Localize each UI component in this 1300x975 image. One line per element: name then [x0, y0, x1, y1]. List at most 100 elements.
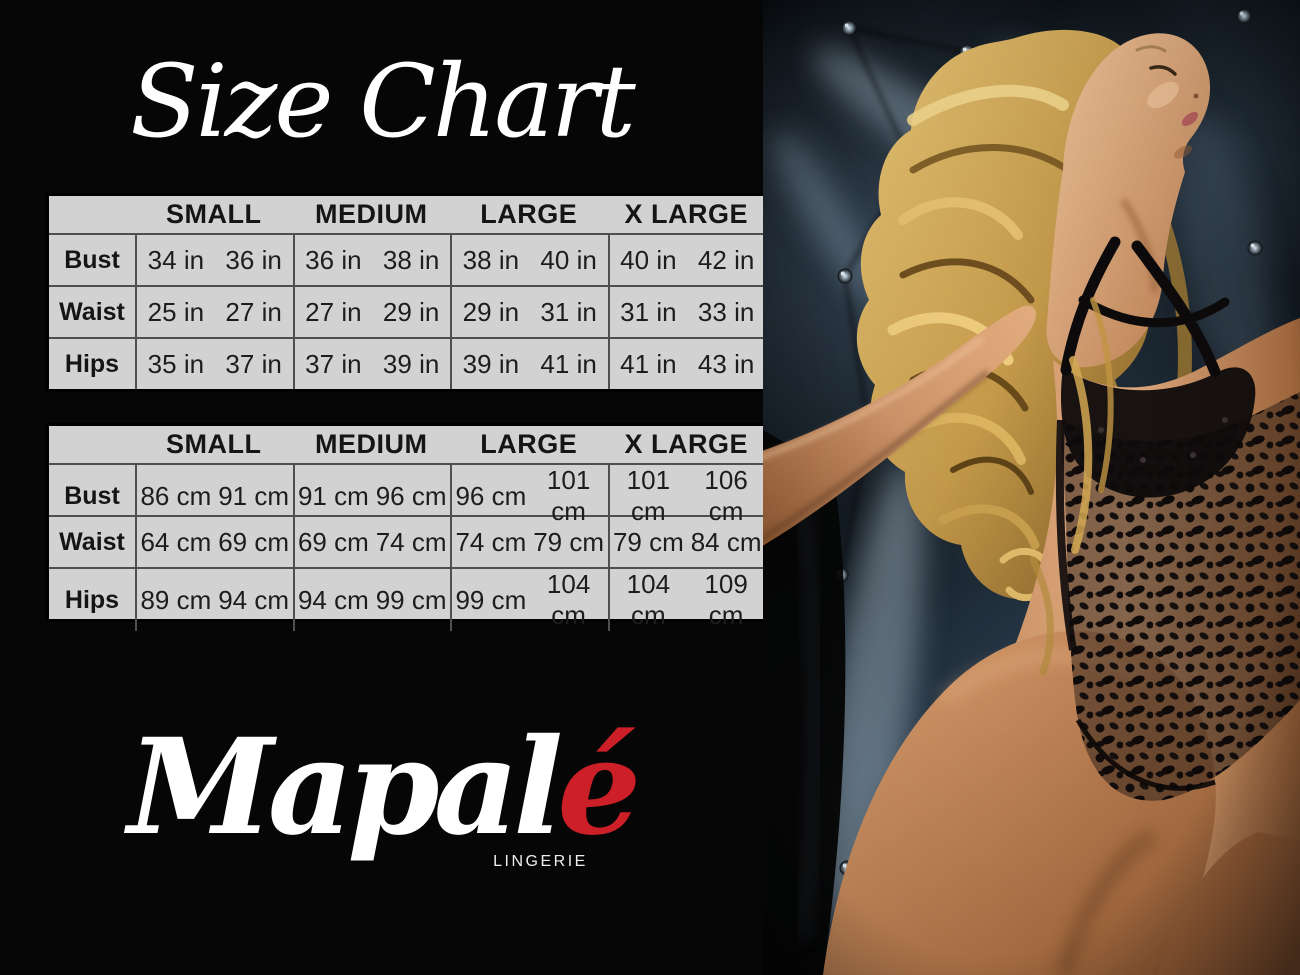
size-value-low: 69 cm — [297, 526, 369, 557]
header-cell-medium: MEDIUM — [315, 429, 428, 459]
size-value-high: 41 in — [540, 348, 597, 379]
size-range-cell: 64 cm 69 cm — [135, 517, 293, 567]
size-range-cell: 29 in 31 in — [450, 287, 608, 337]
size-range-cell: 86 cm 91 cm — [135, 465, 293, 527]
photo-vignette — [763, 0, 1300, 975]
size-value-high: 37 in — [225, 348, 282, 379]
brand-tagline: LINGERIE — [493, 853, 588, 870]
header-cell-xlarge: X LARGE — [624, 199, 748, 229]
size-value-low: 96 cm — [455, 480, 527, 511]
size-range-cell: 89 cm 94 cm — [135, 569, 293, 631]
page-title: Size Chart — [130, 43, 636, 160]
size-value-low: 101 cm — [626, 465, 671, 526]
size-range-cell: 31 in 33 in — [607, 287, 766, 337]
chart-panel: Size Chart SMALL MEDIUM LARGE X LARGE Bu… — [0, 43, 768, 870]
size-range-cell: 38 in 40 in — [450, 235, 608, 285]
header-cell-medium: MEDIUM — [315, 199, 428, 229]
size-range-cell: 94 cm 99 cm — [292, 569, 451, 631]
size-value-low: 79 cm — [612, 526, 684, 557]
size-value-low: 89 cm — [140, 584, 212, 615]
brand-logo: Mapalé — [0, 722, 763, 854]
size-range-cell: 35 in 37 in — [135, 339, 293, 389]
size-range-cell: 99 cm 104 cm — [450, 569, 608, 631]
size-value-low: 35 in — [147, 348, 205, 379]
row-label: Waist — [59, 297, 125, 326]
size-range-cell: 41 in 43 in — [607, 339, 766, 389]
table-row-bust: Bust 86 cm 91 cm 91 cm 96 cm 96 cm 101 cm 1… — [49, 463, 765, 527]
size-value-low: 64 cm — [140, 526, 212, 557]
size-value-high: 69 cm — [218, 526, 290, 557]
size-value-high: 29 in — [382, 296, 440, 327]
size-value-low: 39 in — [462, 348, 520, 379]
size-value-high: 104 cm — [546, 569, 591, 630]
row-label: Hips — [64, 585, 120, 614]
row-label: Bust — [64, 245, 120, 274]
size-value-high: 38 in — [382, 244, 440, 275]
size-range-cell: 69 cm 74 cm — [292, 517, 451, 567]
size-range-cell: 40 in 42 in — [607, 235, 766, 285]
size-value-high: 42 in — [697, 244, 755, 275]
size-value-high: 109 cm — [704, 569, 748, 630]
size-value-high: 106 cm — [704, 465, 748, 526]
size-value-high: 27 in — [225, 296, 282, 327]
model-photo — [763, 0, 1300, 975]
size-range-cell: 101 cm 106 cm — [607, 465, 766, 527]
size-value-low: 94 cm — [297, 584, 369, 615]
brand-name: Mapal — [127, 710, 564, 865]
size-range-cell: 34 in 36 in — [135, 235, 293, 285]
row-label: Hips — [64, 349, 120, 378]
size-value-high: 96 cm — [375, 480, 447, 511]
size-table-centimeters: SMALL MEDIUM LARGE X LARGE Bust 86 cm 91 … — [46, 423, 768, 631]
size-range-cell: 96 cm 101 cm — [450, 465, 608, 527]
size-value-low: 29 in — [462, 296, 520, 327]
size-range-cell: 37 in 39 in — [292, 339, 451, 389]
table-row-hips: Hips 35 in 37 in 37 in 39 in 39 in 41 in 41… — [49, 337, 765, 389]
size-value-high: 31 in — [540, 296, 597, 327]
size-value-low: 86 cm — [140, 480, 212, 511]
size-value-low: 41 in — [620, 348, 677, 379]
size-range-cell: 104 cm 109 cm — [607, 569, 766, 631]
size-value-high: 74 cm — [375, 526, 447, 557]
size-range-cell: 39 in 41 in — [450, 339, 608, 389]
size-value-low: 37 in — [305, 348, 362, 379]
row-label: Bust — [64, 481, 120, 510]
size-value-low: 74 cm — [455, 526, 527, 557]
size-range-cell: 79 cm 84 cm — [607, 517, 766, 567]
row-label: Waist — [59, 527, 125, 556]
size-value-high: 43 in — [697, 348, 755, 379]
size-range-cell: 25 in 27 in — [135, 287, 293, 337]
size-table-inches: SMALL MEDIUM LARGE X LARGE Bust 34 in 36 … — [46, 193, 768, 392]
size-value-low: 36 in — [305, 244, 362, 275]
size-value-low: 34 in — [147, 244, 205, 275]
size-range-cell: 91 cm 96 cm — [292, 465, 451, 527]
header-cell-small: SMALL — [166, 199, 262, 229]
size-value-high: 84 cm — [690, 526, 762, 557]
size-value-low: 91 cm — [297, 480, 369, 511]
header-cell-large: LARGE — [480, 429, 578, 459]
size-range-cell: 36 in 38 in — [292, 235, 451, 285]
size-value-low: 104 cm — [626, 569, 671, 630]
size-value-high: 36 in — [225, 244, 282, 275]
size-value-high: 40 in — [540, 244, 597, 275]
size-value-low: 40 in — [620, 244, 677, 275]
size-value-low: 25 in — [147, 296, 205, 327]
header-cell-small: SMALL — [166, 429, 262, 459]
size-value-high: 79 cm — [533, 526, 605, 557]
size-value-high: 94 cm — [218, 584, 290, 615]
table-row-bust: Bust 34 in 36 in 36 in 38 in 38 in 40 in 40… — [49, 233, 765, 285]
size-value-high: 91 cm — [218, 480, 290, 511]
size-value-high: 99 cm — [375, 584, 447, 615]
table-row-waist: Waist 25 in 27 in 27 in 29 in 29 in 31 in 3… — [49, 285, 765, 337]
size-value-low: 99 cm — [455, 584, 527, 615]
size-value-low: 38 in — [462, 244, 520, 275]
size-value-low: 31 in — [620, 296, 677, 327]
table-row-waist: Waist 64 cm 69 cm 69 cm 74 cm 74 cm 79 cm 7… — [49, 515, 765, 567]
header-cell-xlarge: X LARGE — [624, 429, 748, 459]
table-row-hips: Hips 89 cm 94 cm 94 cm 99 cm 99 cm 104 cm 1… — [49, 567, 765, 631]
size-range-cell: 27 in 29 in — [292, 287, 451, 337]
table-header-row: SMALL MEDIUM LARGE X LARGE — [49, 426, 765, 463]
size-value-low: 27 in — [305, 296, 362, 327]
size-value-high: 101 cm — [546, 465, 591, 526]
table-header-row: SMALL MEDIUM LARGE X LARGE — [49, 196, 765, 233]
